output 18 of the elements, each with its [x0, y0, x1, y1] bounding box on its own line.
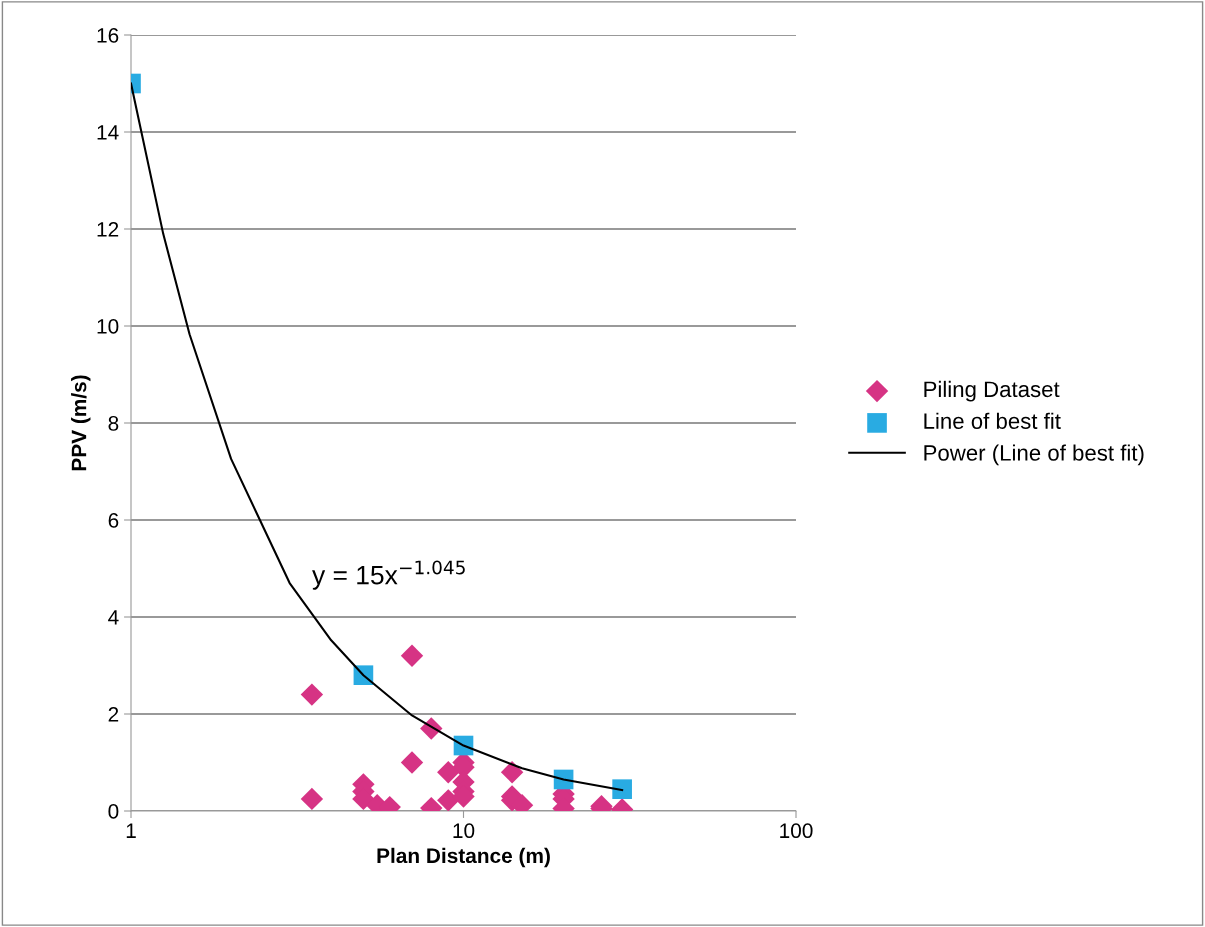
- y-tick-label: 4: [108, 610, 119, 625]
- legend-label: Line of best fit: [924, 412, 1061, 429]
- legend-label: Power (Line of best fit): [924, 444, 1144, 466]
- annotation: y = 15x$^{−1.045}$: [312, 560, 465, 590]
- y-tick-label: 6: [108, 513, 119, 528]
- y-tick-label: 0: [108, 804, 119, 819]
- x-tick-label: 10: [453, 823, 475, 839]
- y-tick-label: 12: [97, 222, 119, 237]
- y-tick-label: 10: [97, 319, 119, 334]
- x-tick-label: 1: [126, 823, 136, 838]
- x-axis-title: Plan Distance (m): [377, 847, 550, 868]
- x-tick-label: 100: [780, 823, 813, 839]
- y-axis-title: PPV (m/s): [71, 375, 91, 471]
- legend-label: Piling Dataset: [924, 380, 1060, 402]
- y-tick-label: 14: [97, 125, 119, 140]
- y-tick-label: 2: [108, 707, 119, 722]
- y-tick-label: 16: [97, 28, 119, 43]
- y-tick-label: 8: [108, 416, 119, 431]
